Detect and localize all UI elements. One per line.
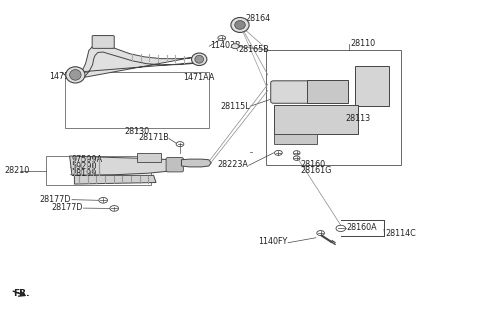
Bar [274, 134, 317, 144]
Text: 28165B: 28165B [239, 46, 269, 54]
Polygon shape [70, 156, 173, 175]
Text: 1140FY: 1140FY [258, 237, 287, 246]
Ellipse shape [231, 17, 249, 32]
Circle shape [218, 36, 226, 41]
Text: 28160: 28160 [300, 160, 325, 169]
FancyBboxPatch shape [271, 81, 332, 103]
Text: 28223A: 28223A [218, 160, 249, 169]
Text: 28177D: 28177D [39, 195, 71, 203]
Polygon shape [82, 44, 199, 77]
Text: 97599A: 97599A [71, 155, 102, 163]
Bar [65, 72, 209, 128]
Text: 28113: 28113 [346, 114, 371, 123]
Text: 28115L: 28115L [220, 102, 250, 110]
Text: 28199: 28199 [71, 169, 96, 178]
Circle shape [317, 231, 324, 236]
Text: 28110: 28110 [350, 39, 375, 47]
Polygon shape [74, 175, 156, 184]
Ellipse shape [195, 56, 204, 63]
Bar [307, 80, 348, 103]
Text: 28160A: 28160A [347, 223, 377, 232]
Text: FR.: FR. [13, 289, 30, 298]
Text: 11403B: 11403B [210, 41, 241, 50]
Polygon shape [181, 159, 211, 167]
Bar [137, 153, 161, 162]
Ellipse shape [70, 70, 81, 80]
Circle shape [293, 156, 300, 160]
FancyBboxPatch shape [166, 158, 183, 172]
Text: 28177D: 28177D [51, 203, 83, 212]
Circle shape [176, 142, 184, 147]
Text: 28171B: 28171B [138, 134, 169, 142]
Text: 28210: 28210 [5, 167, 30, 175]
Bar [266, 50, 401, 165]
Circle shape [99, 197, 108, 203]
Bar [355, 66, 389, 106]
Bar [46, 156, 151, 185]
Text: 1471AA: 1471AA [49, 72, 81, 81]
Text: 28164: 28164 [246, 14, 271, 23]
Ellipse shape [66, 67, 85, 83]
Circle shape [231, 44, 239, 49]
Text: 1471AA: 1471AA [183, 74, 215, 82]
Text: 28161G: 28161G [300, 167, 331, 175]
Bar [274, 105, 358, 134]
Text: 28114C: 28114C [385, 230, 416, 238]
Text: 59290: 59290 [71, 162, 96, 171]
Text: 28130: 28130 [124, 127, 149, 135]
Circle shape [336, 225, 346, 232]
Ellipse shape [192, 53, 207, 66]
FancyBboxPatch shape [92, 36, 114, 48]
Ellipse shape [235, 21, 245, 29]
Circle shape [110, 206, 119, 211]
Circle shape [293, 151, 300, 155]
Circle shape [275, 150, 282, 155]
